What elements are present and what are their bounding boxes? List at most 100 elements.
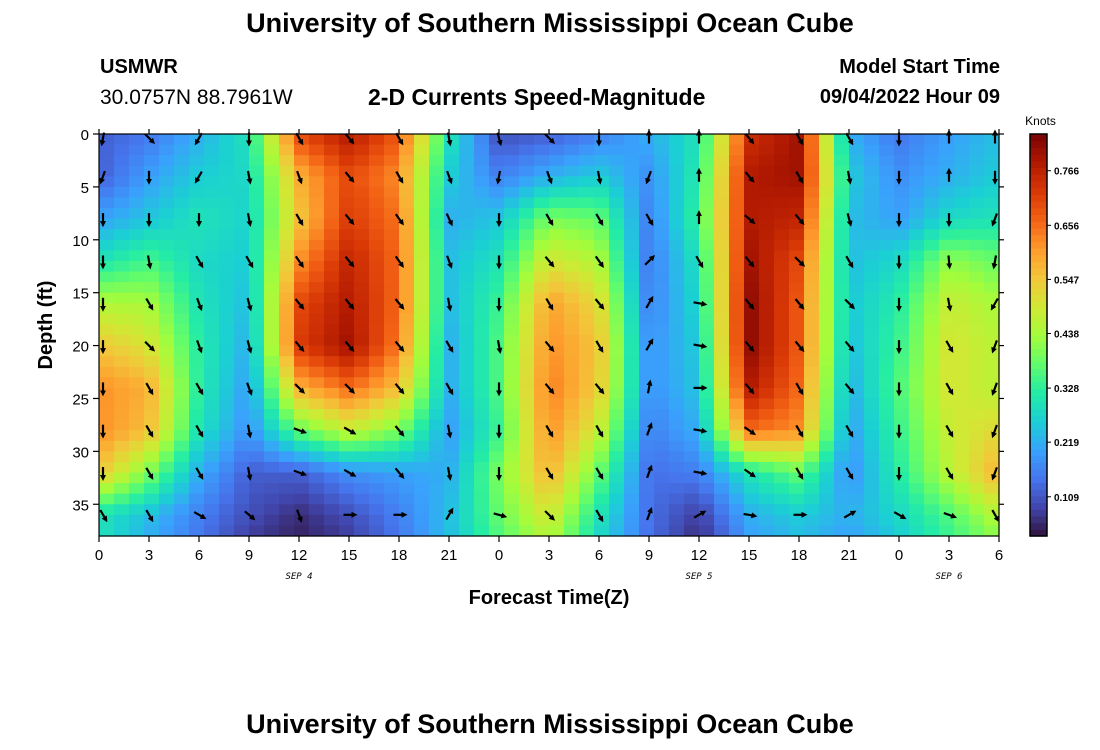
heat-cell — [984, 176, 1000, 188]
heat-cell — [534, 398, 550, 410]
heat-cell — [564, 208, 580, 220]
heat-cell — [429, 483, 445, 495]
heat-cell — [339, 303, 355, 315]
heat-cell — [564, 239, 580, 251]
heat-cell — [894, 271, 910, 283]
heat-cell — [924, 419, 940, 431]
heat-cell — [699, 197, 715, 209]
heat-cell — [444, 440, 460, 452]
heat-cell — [984, 229, 1000, 241]
heat-cell — [759, 419, 775, 431]
colorbar-tick-label: 0.547 — [1054, 275, 1079, 286]
heat-cell — [924, 398, 940, 410]
heat-cell — [849, 176, 865, 188]
heat-cell — [714, 313, 730, 326]
heat-cell — [774, 366, 790, 378]
heat-cell — [249, 451, 265, 463]
heat-cell — [354, 335, 370, 347]
heat-cell — [489, 218, 505, 230]
heat-cell — [564, 186, 580, 199]
heat-cell — [264, 461, 280, 474]
heat-cell — [954, 324, 970, 336]
heat-cell — [669, 197, 685, 209]
heat-cell — [219, 144, 235, 156]
heat-cell — [459, 345, 475, 357]
heat-cell — [879, 387, 895, 400]
heat-cell — [114, 218, 130, 230]
heat-cell — [354, 165, 370, 177]
heat-cell — [249, 493, 265, 505]
heat-cell — [519, 356, 535, 368]
heat-cell — [204, 144, 220, 156]
heat-cell — [969, 144, 985, 156]
heat-cell — [534, 419, 550, 431]
heat-cell — [99, 356, 115, 368]
heat-cell — [234, 345, 250, 357]
heat-cell — [354, 260, 370, 273]
heat-cell — [474, 303, 490, 315]
heat-cell — [969, 250, 985, 262]
heat-cell — [249, 218, 265, 230]
heat-cell — [474, 440, 490, 452]
heat-cell — [189, 239, 205, 251]
heat-cell — [564, 409, 580, 421]
heat-cell — [894, 324, 910, 336]
heat-cell — [459, 155, 475, 167]
heat-cell — [369, 218, 385, 230]
heat-cell — [534, 155, 550, 167]
heat-cell — [474, 461, 490, 474]
heat-cell — [759, 525, 775, 537]
heat-cell — [609, 134, 625, 146]
heat-cell — [909, 472, 925, 484]
heat-cell — [639, 430, 655, 442]
heat-cell — [789, 303, 805, 315]
heat-cell — [774, 282, 790, 294]
heat-cell — [534, 345, 550, 357]
heat-cell — [99, 282, 115, 294]
heat-cell — [819, 409, 835, 421]
heat-cell — [879, 208, 895, 220]
colorbar-segment — [1030, 134, 1047, 142]
heat-cell — [189, 313, 205, 326]
heat-cell — [324, 419, 340, 431]
heat-cell — [924, 260, 940, 273]
heat-cell — [414, 356, 430, 368]
current-arrow — [991, 255, 998, 270]
heat-cell — [624, 250, 640, 262]
heat-cell — [99, 324, 115, 336]
heat-cell — [864, 451, 880, 463]
heat-cell — [774, 409, 790, 421]
heat-cell — [339, 144, 355, 156]
heat-cell — [459, 260, 475, 273]
heat-cell — [249, 239, 265, 251]
heat-cell — [759, 218, 775, 230]
current-arrow — [693, 470, 708, 476]
heat-cell — [669, 483, 685, 495]
heat-cell — [129, 472, 145, 484]
heat-cell — [924, 356, 940, 368]
heat-cell — [834, 430, 850, 442]
heat-cell — [564, 483, 580, 495]
heat-cell — [939, 176, 955, 188]
heat-cell — [654, 239, 670, 251]
heat-cell — [729, 229, 745, 241]
heat-cell — [669, 440, 685, 452]
heat-cell — [159, 260, 175, 273]
heat-cell — [354, 186, 370, 199]
heat-cell — [234, 292, 250, 304]
heat-cell — [309, 313, 325, 326]
heat-cell — [384, 514, 400, 527]
heat-cell — [549, 493, 565, 505]
heat-cell — [969, 292, 985, 304]
heat-cell — [369, 229, 385, 241]
heat-cell — [504, 366, 520, 378]
heat-cell — [474, 430, 490, 442]
heat-cell — [954, 366, 970, 378]
heat-cell — [654, 356, 670, 368]
colorbar-segment — [1030, 174, 1047, 182]
heat-cell — [804, 176, 820, 188]
heat-cell — [669, 324, 685, 336]
heat-cell — [459, 282, 475, 294]
heat-cell — [609, 324, 625, 336]
heat-cell — [189, 493, 205, 505]
